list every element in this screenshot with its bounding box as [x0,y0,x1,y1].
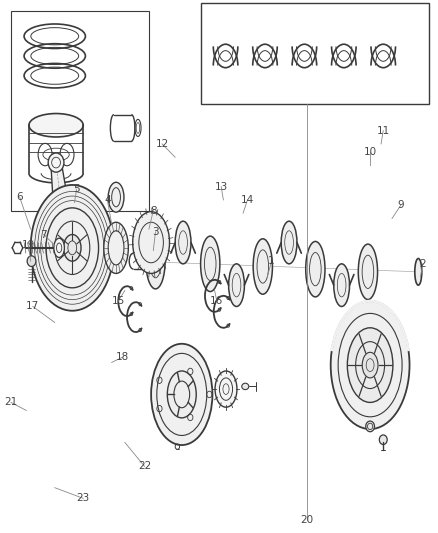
Ellipse shape [71,245,76,251]
Text: 4: 4 [104,195,111,205]
Text: 20: 20 [300,515,313,524]
Ellipse shape [48,153,64,172]
Ellipse shape [306,241,325,297]
Ellipse shape [281,221,297,264]
Text: 22: 22 [138,462,151,471]
Ellipse shape [242,383,249,390]
Ellipse shape [229,264,244,306]
Ellipse shape [347,328,393,402]
Text: 3: 3 [152,227,159,237]
Text: 16: 16 [210,296,223,306]
Ellipse shape [31,185,114,311]
Ellipse shape [331,301,410,429]
Ellipse shape [104,222,128,273]
Text: 6: 6 [16,192,23,202]
Ellipse shape [50,220,79,255]
Ellipse shape [201,236,220,292]
Text: 10: 10 [364,147,377,157]
Text: 8: 8 [150,206,157,215]
Ellipse shape [379,435,387,445]
Text: 5: 5 [73,184,80,194]
Ellipse shape [415,259,422,285]
Text: 17: 17 [26,302,39,311]
Ellipse shape [362,352,378,378]
Text: 1: 1 [268,256,275,266]
Text: 9: 9 [397,200,404,210]
Text: 19: 19 [22,240,35,250]
Text: 15: 15 [112,296,125,306]
Text: 7: 7 [40,230,47,239]
Ellipse shape [64,235,81,261]
Ellipse shape [215,371,237,407]
Ellipse shape [108,182,124,212]
Ellipse shape [54,238,64,257]
Ellipse shape [133,212,170,273]
Bar [11,11,149,211]
Text: 13: 13 [215,182,228,191]
Polygon shape [134,239,155,246]
Ellipse shape [358,244,378,300]
Ellipse shape [151,344,212,445]
Text: 18: 18 [116,352,129,362]
Ellipse shape [146,233,165,289]
Ellipse shape [29,114,83,137]
Ellipse shape [53,245,59,251]
Ellipse shape [334,264,350,306]
Bar [201,3,429,104]
Text: 14: 14 [241,195,254,205]
Polygon shape [51,163,74,237]
Ellipse shape [27,256,36,266]
Ellipse shape [253,239,272,294]
Text: 11: 11 [377,126,390,135]
Ellipse shape [366,421,374,432]
Ellipse shape [175,221,191,264]
Ellipse shape [167,371,196,418]
Text: 12: 12 [155,139,169,149]
Text: 21: 21 [4,398,18,407]
Text: 23: 23 [77,494,90,503]
Text: 2: 2 [419,259,426,269]
